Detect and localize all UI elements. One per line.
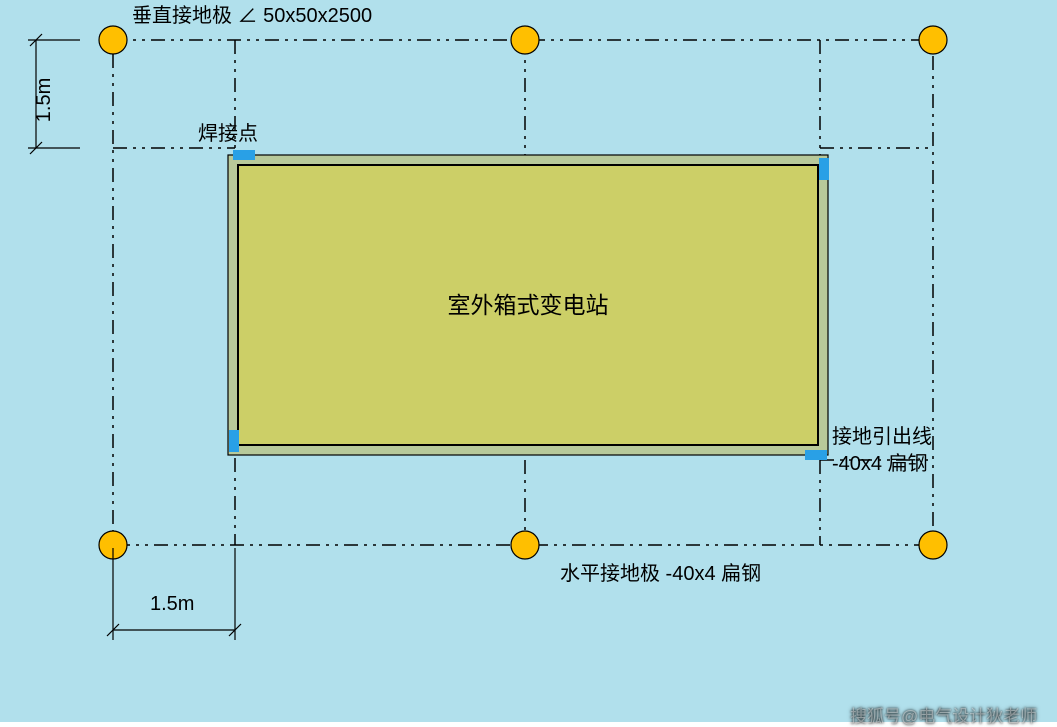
weld-point — [805, 450, 827, 460]
vertical-electrode-icon — [511, 26, 539, 54]
weld-point — [229, 430, 239, 452]
grounding-diagram: 室外箱式变电站 垂直接地极 ∠ 50x50x2500 焊接点接地引出线 -40x4 扁… — [0, 0, 1057, 722]
vertical-electrode-icon — [511, 531, 539, 559]
label-grounding-lead-spec: -40x4 扁钢 — [832, 452, 928, 475]
weld-point — [233, 150, 255, 160]
label-dim-horizontal: 1.5m — [150, 593, 194, 615]
label-horizontal-electrode: 水平接地极 -40x4 扁钢 — [560, 562, 761, 585]
label-grounding-lead: 接地引出线 — [832, 425, 932, 448]
label-vertical-electrode: 垂直接地极 ∠ 50x50x2500 — [132, 4, 372, 27]
vertical-electrode-icon — [919, 26, 947, 54]
substation-title: 室外箱式变电站 — [448, 292, 609, 318]
vertical-electrode-icon — [99, 26, 127, 54]
weld-point — [819, 158, 829, 180]
label-weld-point: 焊接点 — [198, 122, 258, 145]
vertical-electrode-icon — [919, 531, 947, 559]
